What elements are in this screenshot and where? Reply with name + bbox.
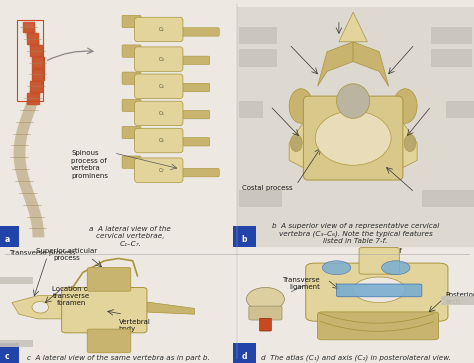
FancyBboxPatch shape — [337, 284, 422, 297]
FancyBboxPatch shape — [179, 56, 210, 65]
Polygon shape — [289, 116, 308, 170]
FancyBboxPatch shape — [87, 329, 131, 353]
Text: C₃: C₃ — [158, 57, 164, 62]
Bar — [239, 49, 277, 66]
FancyBboxPatch shape — [122, 15, 141, 28]
FancyBboxPatch shape — [135, 158, 183, 182]
Text: Costal process: Costal process — [242, 185, 292, 191]
FancyBboxPatch shape — [179, 168, 219, 177]
Ellipse shape — [32, 301, 49, 313]
Polygon shape — [353, 42, 389, 86]
Bar — [422, 190, 474, 207]
Text: c: c — [5, 352, 9, 361]
Bar — [239, 27, 277, 44]
Ellipse shape — [322, 261, 351, 275]
FancyBboxPatch shape — [135, 101, 183, 126]
Ellipse shape — [315, 111, 391, 165]
FancyBboxPatch shape — [135, 129, 183, 153]
Polygon shape — [318, 42, 353, 86]
Ellipse shape — [353, 277, 405, 303]
Bar — [17, 20, 43, 101]
Bar — [446, 101, 474, 118]
Polygon shape — [142, 301, 194, 314]
FancyBboxPatch shape — [122, 99, 141, 111]
Text: C₄: C₄ — [158, 84, 164, 89]
Ellipse shape — [246, 287, 284, 311]
Text: C₂: C₂ — [158, 27, 164, 32]
FancyBboxPatch shape — [179, 110, 210, 119]
FancyBboxPatch shape — [135, 47, 183, 71]
Bar — [239, 101, 263, 118]
FancyBboxPatch shape — [249, 306, 282, 320]
Text: d: d — [242, 352, 247, 361]
FancyBboxPatch shape — [62, 287, 147, 333]
FancyBboxPatch shape — [135, 17, 183, 42]
Text: Vertebral
body: Vertebral body — [118, 319, 150, 332]
Ellipse shape — [404, 134, 416, 152]
Text: C₅: C₅ — [158, 111, 164, 116]
Bar — [431, 49, 472, 66]
Ellipse shape — [290, 134, 302, 152]
Text: a  A lateral view of the
cervical vertebrae,
C₁–C₇.: a A lateral view of the cervical vertebr… — [90, 225, 171, 247]
FancyBboxPatch shape — [87, 268, 131, 291]
Text: d  The atlas (C₁) and axis (C₂) in posterolateral view.: d The atlas (C₁) and axis (C₂) in poster… — [261, 354, 450, 361]
FancyBboxPatch shape — [179, 28, 219, 36]
Text: Transverse
ligament: Transverse ligament — [283, 277, 320, 290]
Text: Location of
transverse
foramen: Location of transverse foramen — [52, 286, 91, 306]
Bar — [0, 340, 33, 347]
Text: b  A superior view of a representative cervical
vertebra (C₃–C₆). Note the typic: b A superior view of a representative ce… — [272, 223, 439, 244]
FancyBboxPatch shape — [135, 74, 183, 98]
FancyBboxPatch shape — [122, 45, 141, 57]
Bar — [239, 190, 282, 207]
Text: Transverse process: Transverse process — [9, 250, 76, 256]
Polygon shape — [339, 12, 367, 42]
FancyBboxPatch shape — [303, 96, 403, 180]
Bar — [0, 277, 33, 284]
FancyBboxPatch shape — [179, 83, 210, 92]
Text: C₇: C₇ — [158, 168, 164, 173]
Text: Posterior
arch: Posterior arch — [446, 292, 474, 305]
Text: Dens of
axis: Dens of axis — [375, 248, 402, 261]
FancyBboxPatch shape — [318, 312, 438, 340]
Text: c  A lateral view of the same vertebra as in part b.: c A lateral view of the same vertebra as… — [27, 355, 210, 361]
FancyBboxPatch shape — [122, 126, 141, 139]
FancyBboxPatch shape — [306, 263, 448, 321]
Ellipse shape — [289, 89, 313, 123]
Text: a: a — [5, 235, 10, 244]
Text: b: b — [242, 235, 247, 244]
Ellipse shape — [337, 84, 370, 118]
Bar — [441, 295, 474, 305]
FancyBboxPatch shape — [122, 156, 141, 168]
Bar — [431, 27, 472, 44]
Text: C₆: C₆ — [158, 138, 164, 143]
FancyBboxPatch shape — [179, 138, 210, 146]
Text: Spinous
process of
vertebra
prominens: Spinous process of vertebra prominens — [71, 150, 108, 179]
Text: Superior articular
process: Superior articular process — [36, 248, 97, 261]
Polygon shape — [398, 116, 417, 170]
FancyBboxPatch shape — [359, 248, 399, 274]
FancyBboxPatch shape — [122, 72, 141, 84]
Polygon shape — [12, 295, 66, 319]
Ellipse shape — [382, 261, 410, 275]
FancyBboxPatch shape — [259, 318, 271, 331]
Ellipse shape — [393, 89, 417, 123]
